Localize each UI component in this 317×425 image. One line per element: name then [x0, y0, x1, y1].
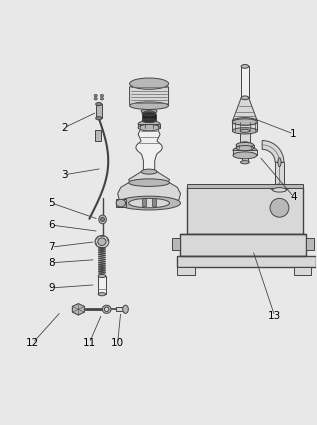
Bar — [177, 266, 195, 275]
Bar — [187, 184, 303, 188]
Ellipse shape — [130, 78, 169, 89]
Ellipse shape — [105, 307, 109, 312]
Bar — [98, 276, 106, 294]
Bar — [95, 130, 101, 141]
Bar — [242, 155, 248, 162]
Bar — [232, 122, 257, 131]
Text: 4: 4 — [290, 192, 297, 202]
Polygon shape — [262, 141, 284, 162]
Bar — [172, 238, 180, 250]
Bar — [180, 235, 306, 257]
Ellipse shape — [99, 215, 106, 224]
Ellipse shape — [241, 96, 249, 100]
Ellipse shape — [94, 94, 97, 97]
Ellipse shape — [141, 109, 157, 114]
Ellipse shape — [232, 128, 257, 134]
Ellipse shape — [270, 198, 289, 217]
Ellipse shape — [95, 235, 109, 248]
Ellipse shape — [96, 102, 102, 106]
Ellipse shape — [129, 179, 170, 187]
Polygon shape — [232, 98, 257, 122]
Ellipse shape — [233, 152, 257, 159]
Polygon shape — [136, 128, 162, 172]
Ellipse shape — [232, 118, 257, 125]
Text: 11: 11 — [83, 338, 96, 348]
Bar — [306, 238, 314, 250]
Ellipse shape — [129, 198, 170, 208]
Text: 7: 7 — [49, 242, 55, 252]
Ellipse shape — [232, 119, 257, 125]
Ellipse shape — [101, 218, 105, 221]
Text: 1: 1 — [290, 129, 297, 139]
Bar — [275, 162, 284, 184]
Ellipse shape — [138, 125, 160, 131]
Text: 13: 13 — [268, 311, 281, 321]
Ellipse shape — [143, 110, 155, 114]
Ellipse shape — [102, 305, 111, 313]
Bar — [142, 198, 146, 206]
Bar — [96, 104, 102, 118]
Text: 10: 10 — [111, 338, 124, 348]
Ellipse shape — [142, 112, 156, 116]
Text: 9: 9 — [49, 283, 55, 293]
Ellipse shape — [130, 102, 169, 109]
Bar — [236, 145, 254, 148]
Ellipse shape — [118, 196, 180, 210]
Polygon shape — [118, 183, 180, 203]
Ellipse shape — [138, 121, 160, 127]
Ellipse shape — [240, 129, 249, 132]
Bar — [294, 266, 311, 275]
Bar — [187, 187, 303, 235]
Bar — [142, 114, 156, 121]
Text: 5: 5 — [49, 198, 55, 208]
Ellipse shape — [123, 305, 128, 313]
Bar — [240, 131, 249, 143]
Ellipse shape — [142, 119, 156, 123]
Text: 3: 3 — [61, 170, 68, 180]
Text: 12: 12 — [26, 338, 39, 348]
Text: 8: 8 — [49, 258, 55, 268]
Bar — [241, 66, 249, 98]
Ellipse shape — [100, 97, 104, 100]
Polygon shape — [72, 303, 84, 315]
Ellipse shape — [233, 147, 257, 154]
Ellipse shape — [98, 238, 106, 246]
Bar — [116, 199, 126, 207]
Ellipse shape — [98, 275, 106, 278]
Ellipse shape — [269, 184, 289, 190]
Ellipse shape — [116, 199, 126, 207]
Polygon shape — [129, 172, 170, 183]
Ellipse shape — [141, 169, 157, 174]
Bar — [116, 307, 126, 311]
Ellipse shape — [278, 158, 281, 167]
Ellipse shape — [94, 97, 97, 100]
Bar — [177, 255, 316, 267]
Ellipse shape — [240, 142, 249, 145]
Bar — [152, 198, 156, 206]
Ellipse shape — [96, 116, 102, 120]
Text: 6: 6 — [49, 220, 55, 230]
Ellipse shape — [236, 146, 254, 150]
Polygon shape — [130, 87, 169, 107]
Ellipse shape — [236, 142, 254, 147]
Text: 2: 2 — [61, 123, 68, 133]
Ellipse shape — [98, 293, 106, 296]
Bar — [138, 124, 160, 128]
Bar — [233, 150, 257, 155]
Ellipse shape — [241, 65, 249, 68]
Ellipse shape — [100, 94, 104, 97]
Ellipse shape — [273, 188, 286, 192]
Ellipse shape — [241, 161, 249, 164]
